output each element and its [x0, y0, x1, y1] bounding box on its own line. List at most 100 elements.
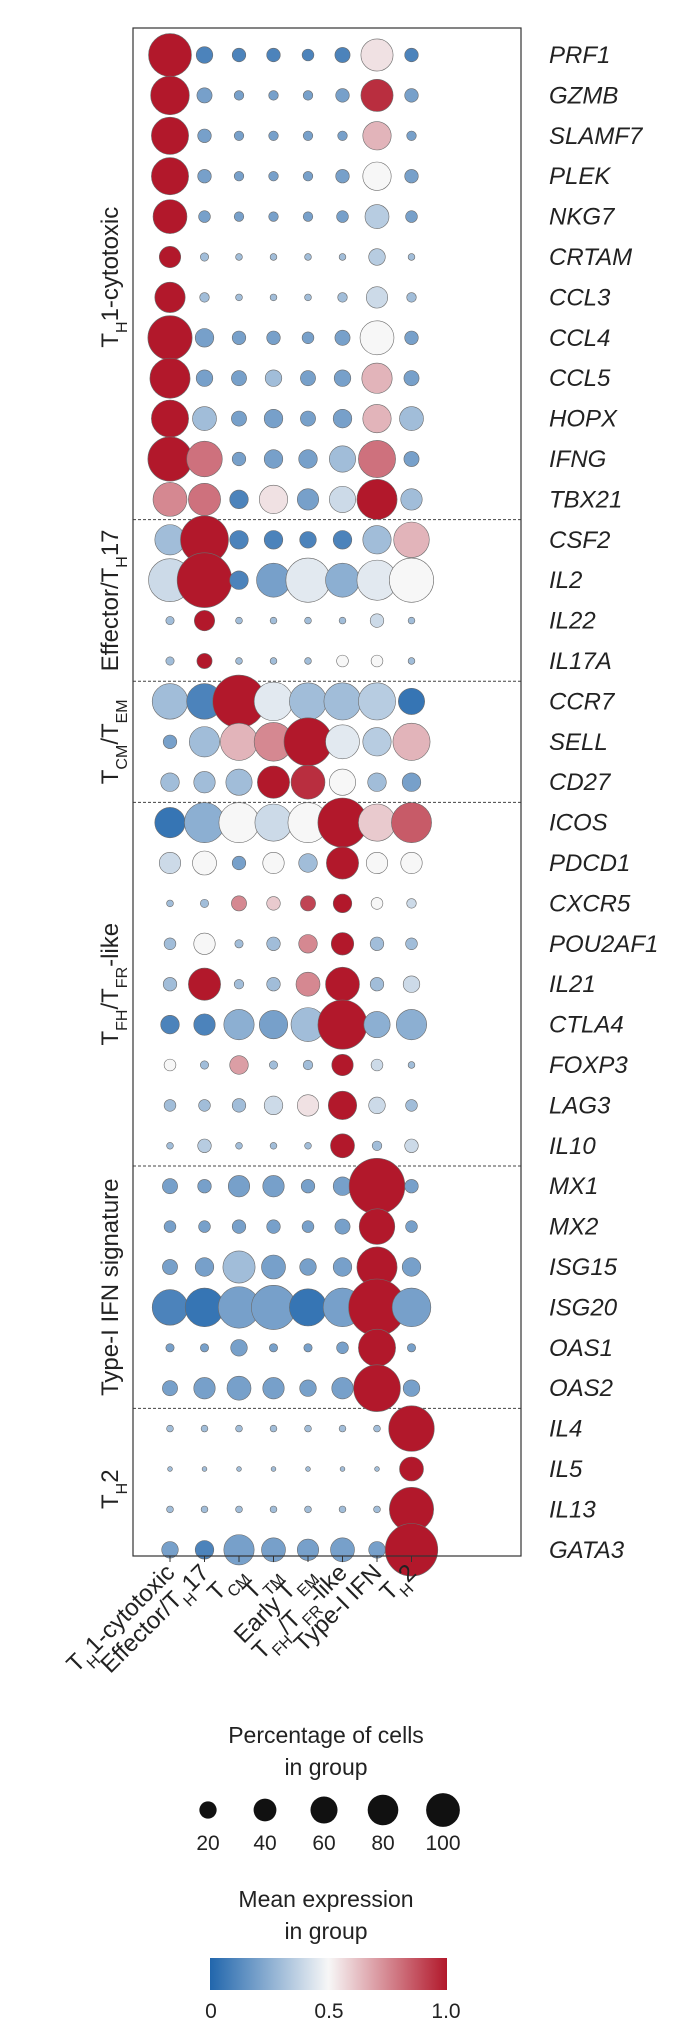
size-legend-label-20: 20: [196, 1832, 219, 1855]
gene-label-tbx21: TBX21: [549, 486, 622, 513]
dot-il21-tcm: [233, 979, 245, 990]
dot-foxp3-tfh-tfr-like: [331, 1053, 354, 1077]
dot-isg15-ttm: [261, 1254, 286, 1280]
dot-plek-tcm: [233, 171, 245, 182]
dot-crtam-th1-cytotoxic: [158, 245, 182, 269]
dot-cd27-th2: [401, 772, 422, 792]
dot-isg20-th2: [391, 1287, 432, 1328]
dot-gzmb-th2: [404, 88, 419, 103]
dot-il21-th1-cytotoxic: [162, 977, 178, 992]
dot-il22-ttm: [269, 616, 278, 625]
dot-foxp3-th2: [407, 1061, 416, 1069]
dot-plek-type-i-ifn: [362, 161, 392, 191]
dot-il5-tcm: [236, 1466, 242, 1472]
dot-il5-early-tem: [305, 1466, 311, 1472]
dot-il2-tfh-tfr-like: [325, 562, 360, 598]
size-legend-title-line2: in group: [284, 1754, 367, 1780]
dot-ctla4-tcm: [223, 1009, 255, 1041]
dot-slamf7-th2: [406, 130, 417, 141]
dot-cxcr5-tcm: [231, 895, 247, 912]
dot-pdcd1-th1-cytotoxic: [158, 851, 182, 875]
gene-label-il10: IL10: [549, 1133, 596, 1160]
dot-icos-effector-th17: [184, 802, 225, 843]
dot-ccl4-ttm: [266, 330, 281, 345]
dot-isg20-th1-cytotoxic: [151, 1289, 189, 1326]
dot-ccl4-th2: [404, 330, 419, 345]
dot-sell-th2: [392, 722, 431, 761]
dot-pdcd1-ttm: [262, 851, 285, 875]
gene-label-ccl4: CCL4: [549, 325, 610, 352]
dot-hopx-effector-th17: [192, 406, 217, 431]
dot-ccr7-tfh-tfr-like: [323, 682, 362, 721]
dot-plek-effector-th17: [197, 169, 212, 184]
gene-label-cxcr5: CXCR5: [549, 890, 631, 917]
dot-nkg7-tcm: [233, 211, 245, 222]
dot-il21-effector-th17: [188, 967, 221, 1001]
dot-il21-tfh-tfr-like: [325, 966, 360, 1002]
dot-crtam-effector-th17: [200, 252, 209, 262]
dot-il17a-tcm: [235, 657, 243, 665]
dot-hopx-tcm: [231, 410, 247, 427]
dot-il21-ttm: [266, 977, 281, 992]
dot-cd27-early-tem: [290, 764, 326, 800]
dot-tbx21-tcm: [229, 489, 249, 510]
dot-csf2-tcm: [229, 530, 249, 550]
dot-ctla4-ttm: [258, 1010, 288, 1040]
dot-gzmb-early-tem: [302, 90, 314, 101]
dot-ccr7-ttm: [253, 681, 294, 722]
dot-oas2-effector-th17: [193, 1377, 216, 1400]
dot-cxcr5-th1-cytotoxic: [166, 899, 174, 908]
dot-il22-effector-th17: [194, 610, 215, 632]
dot-il5-tfh-tfr-like: [339, 1466, 346, 1472]
dot-il22-early-tem: [304, 616, 312, 625]
dot-pdcd1-effector-th17: [192, 850, 217, 876]
dot-il5-th2: [399, 1456, 424, 1482]
dot-oas2-early-tem: [299, 1379, 317, 1397]
dot-oas1-early-tem: [303, 1343, 313, 1353]
gene-label-il21: IL21: [549, 971, 596, 998]
dot-oas1-tfh-tfr-like: [336, 1341, 349, 1354]
dot-ccl3-tcm: [235, 293, 243, 302]
dot-il2-effector-th17: [176, 552, 233, 608]
dot-il22-tcm: [235, 616, 243, 625]
group-label-th1-cytotoxic: TH1-cytotoxic: [97, 207, 131, 348]
plot-frame: [132, 27, 522, 1557]
gene-label-oas1: OAS1: [549, 1335, 613, 1362]
dot-prf1-th1-cytotoxic: [148, 33, 192, 77]
dot-hopx-tfh-tfr-like: [332, 409, 353, 429]
dot-oas2-th1-cytotoxic: [162, 1380, 178, 1397]
dot-hopx-th2: [399, 406, 424, 431]
dot-il10-th1-cytotoxic: [166, 1142, 174, 1150]
dot-isg20-ttm: [251, 1284, 296, 1330]
dot-ccl5-th2: [403, 370, 420, 387]
dot-il17a-effector-th17: [196, 653, 213, 669]
dot-hopx-early-tem: [300, 410, 316, 427]
dot-tbx21-ttm: [258, 484, 288, 514]
dot-cxcr5-type-i-ifn: [370, 897, 384, 910]
dot-il17a-th1-cytotoxic: [165, 656, 175, 666]
dot-pou2af1-early-tem: [298, 934, 318, 954]
dot-mx1-early-tem: [300, 1179, 316, 1194]
dot-oas2-tfh-tfr-like: [331, 1377, 354, 1400]
dot-hopx-th1-cytotoxic: [151, 399, 189, 438]
dot-pou2af1-ttm: [266, 936, 281, 951]
dot-prf1-tfh-tfr-like: [334, 47, 351, 63]
dot-ccl5-ttm: [264, 369, 283, 387]
dot-ccl4-th1-cytotoxic: [147, 315, 193, 361]
dot-ccl4-early-tem: [301, 331, 315, 344]
gene-label-icos: ICOS: [549, 810, 608, 837]
dot-plek-early-tem: [302, 171, 314, 182]
dot-ctla4-th1-cytotoxic: [160, 1014, 180, 1035]
dot-slamf7-early-tem: [302, 130, 314, 141]
dot-ccl4-effector-th17: [194, 328, 215, 348]
dot-mx1-tcm: [227, 1175, 251, 1198]
gene-label-ctla4: CTLA4: [549, 1012, 624, 1039]
dot-il4-th2: [388, 1405, 435, 1452]
dot-il4-tfh-tfr-like: [338, 1424, 347, 1433]
dot-nkg7-effector-th17: [198, 210, 211, 223]
dot-ccl5-tfh-tfr-like: [333, 369, 352, 387]
size-legend: Percentage of cells in group 20 40 60 80 100: [196, 1722, 460, 1855]
dot-plek-tfh-tfr-like: [335, 169, 350, 184]
dot-ccl5-type-i-ifn: [361, 362, 393, 394]
